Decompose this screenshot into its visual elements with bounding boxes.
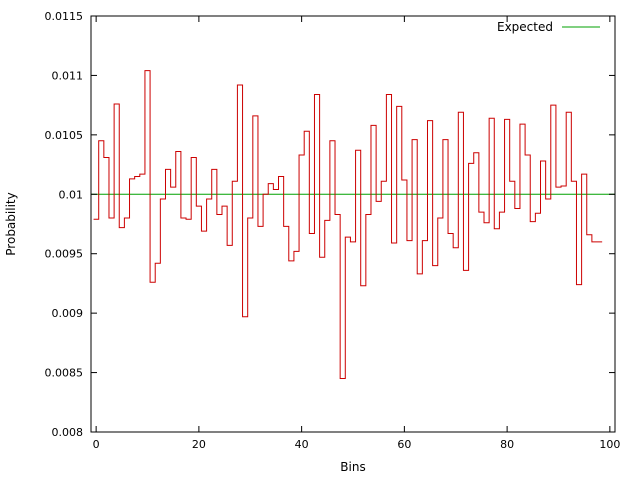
legend-label-expected: Expected [497,20,553,34]
x-tick-label: 20 [192,438,206,451]
x-tick-label: 100 [599,438,620,451]
y-tick-label: 0.0085 [45,367,84,380]
x-tick-label: 40 [295,438,309,451]
y-tick-label: 0.0095 [45,248,84,261]
x-tick-label: 80 [500,438,514,451]
y-tick-label: 0.01 [59,188,84,201]
legend: Expected [497,20,600,34]
y-axis-label: Probability [4,192,18,255]
y-tick-label: 0.011 [52,69,84,82]
x-tick-label: 60 [397,438,411,451]
y-tick-label: 0.009 [52,307,84,320]
y-tick-label: 0.0105 [45,129,84,142]
x-tick-label: 0 [93,438,100,451]
probability-step-line [93,70,603,380]
y-tick-label: 0.0115 [45,10,84,23]
x-axis-label: Bins [340,460,365,474]
plot-frame [90,15,616,433]
y-tick-label: 0.008 [52,426,84,439]
